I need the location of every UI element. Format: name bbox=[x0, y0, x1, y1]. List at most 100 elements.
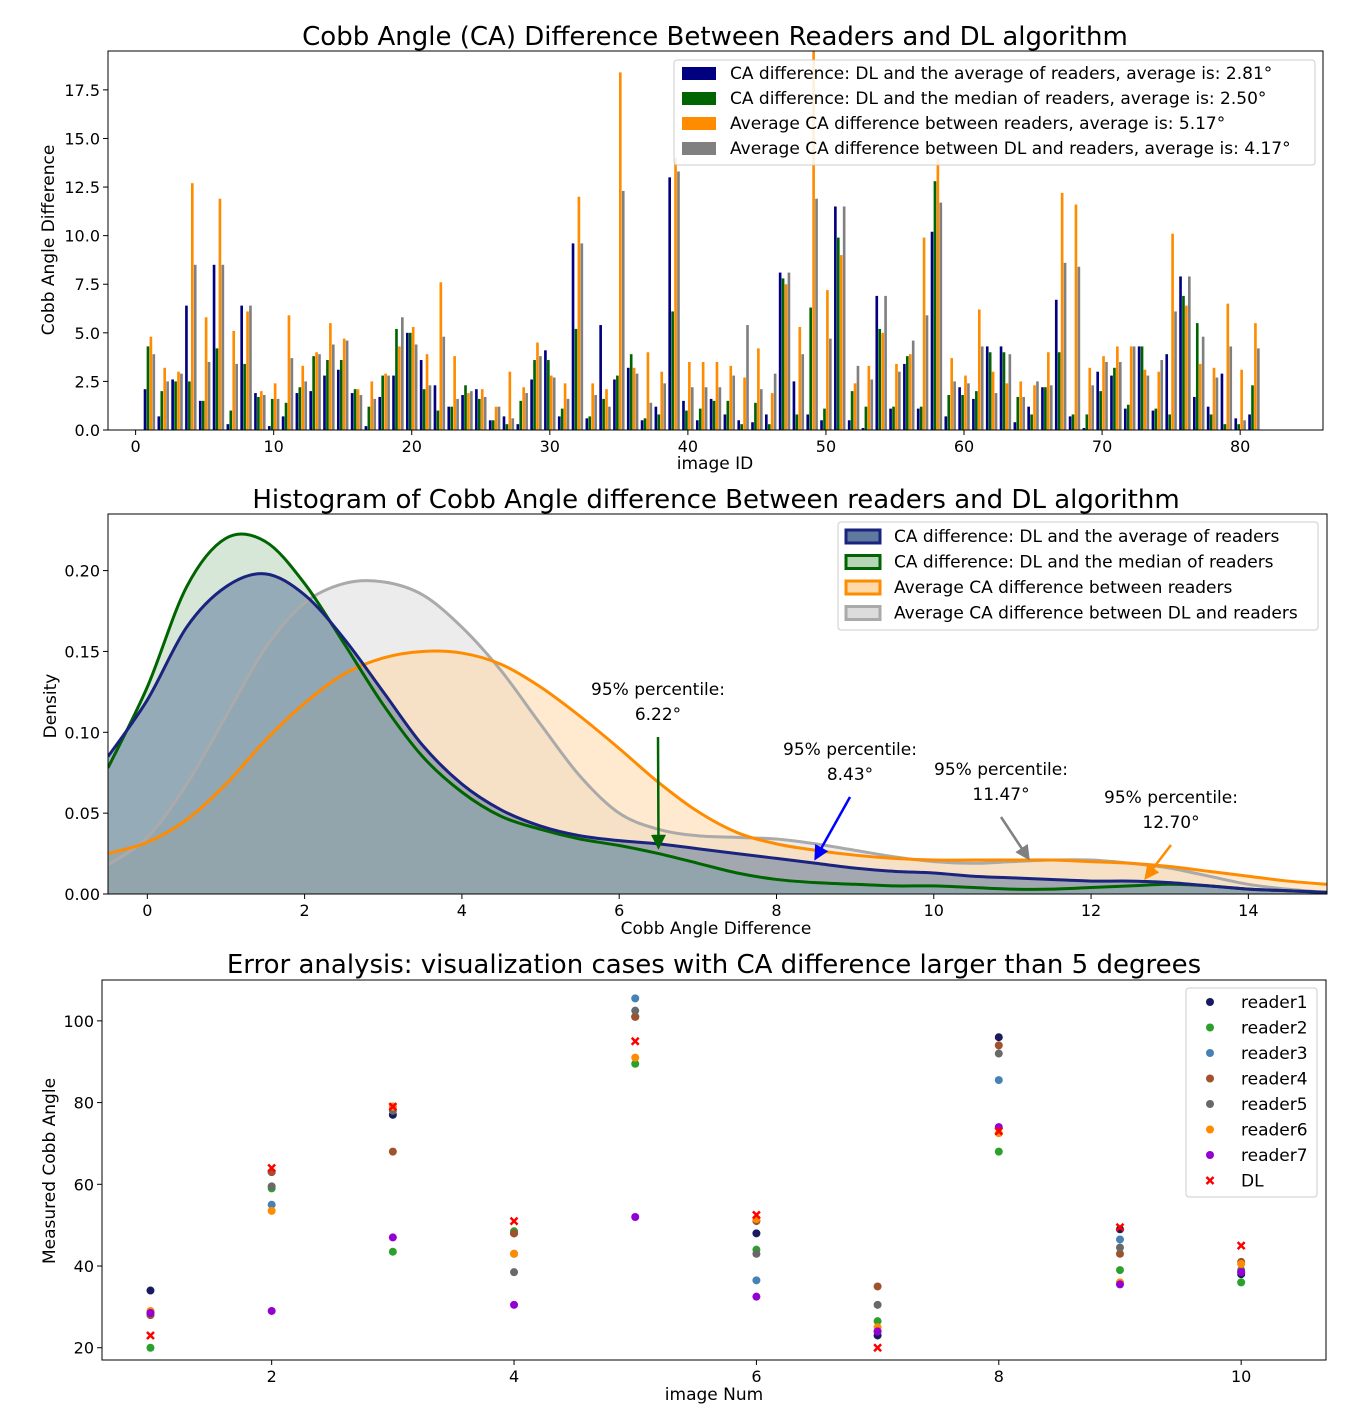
bar bbox=[1049, 385, 1053, 430]
bar bbox=[318, 354, 321, 430]
bar bbox=[605, 389, 608, 430]
legend-swatch bbox=[682, 92, 716, 105]
legend-swatch bbox=[844, 528, 882, 545]
scatter-point bbox=[631, 1059, 640, 1068]
density-chart-plot: 0 2 4 6 8 10 12 14 0.00 0.05 0.10 0.15 0.20 95% perce… bbox=[64, 513, 1328, 920]
scatter-point bbox=[267, 1206, 276, 1215]
density-line bbox=[108, 649, 1327, 886]
bar bbox=[395, 328, 398, 430]
bar bbox=[522, 387, 525, 430]
bar bbox=[1201, 336, 1205, 430]
bar bbox=[1008, 354, 1012, 430]
bar bbox=[387, 375, 390, 430]
y-tick-label: 100 bbox=[63, 1012, 94, 1031]
bar bbox=[1068, 416, 1072, 430]
bar bbox=[977, 309, 981, 430]
scatter-point bbox=[1115, 1235, 1124, 1244]
bar bbox=[967, 383, 970, 430]
bar bbox=[1206, 406, 1210, 430]
bar bbox=[1171, 233, 1174, 430]
bar bbox=[740, 424, 743, 430]
bar bbox=[270, 398, 274, 430]
bar bbox=[425, 354, 429, 430]
bar bbox=[718, 387, 722, 430]
bar bbox=[273, 383, 277, 430]
scatter-point bbox=[631, 1212, 640, 1221]
bar bbox=[1243, 420, 1246, 430]
bar bbox=[881, 332, 884, 430]
bar bbox=[715, 361, 719, 430]
bar bbox=[1248, 414, 1251, 430]
legend-label: Average CA difference between DL and rea… bbox=[894, 604, 1298, 624]
bar bbox=[1054, 299, 1058, 430]
bar bbox=[925, 315, 929, 430]
bar bbox=[1063, 262, 1067, 430]
bar bbox=[898, 371, 901, 430]
bar bbox=[884, 295, 887, 430]
bar bbox=[856, 365, 860, 430]
bar bbox=[401, 317, 404, 430]
bar bbox=[171, 379, 174, 430]
bar bbox=[525, 393, 528, 430]
bar bbox=[961, 395, 964, 430]
scatter-point bbox=[388, 1233, 397, 1242]
bar bbox=[198, 400, 202, 430]
y-tick-label: 0.05 bbox=[64, 804, 100, 823]
bar-series-group bbox=[143, 51, 1260, 430]
bar bbox=[367, 406, 371, 430]
percentile-arrow bbox=[650, 736, 666, 850]
bar bbox=[146, 346, 150, 430]
bar bbox=[585, 418, 589, 430]
bar bbox=[511, 418, 515, 430]
bar bbox=[839, 255, 843, 430]
percentile-arrow bbox=[999, 816, 1030, 861]
bar bbox=[497, 406, 501, 430]
bar bbox=[751, 422, 754, 430]
bar bbox=[180, 373, 183, 430]
bar bbox=[1085, 414, 1089, 430]
bar bbox=[290, 358, 294, 430]
percentile-annotation-value: 12.70° bbox=[1142, 813, 1199, 833]
x-tick-label: 20 bbox=[402, 437, 422, 456]
bar bbox=[660, 371, 664, 430]
bar bbox=[580, 243, 584, 430]
legend-label: reader4 bbox=[1241, 1070, 1308, 1090]
x-tick-label: 6 bbox=[614, 901, 624, 920]
bar bbox=[602, 398, 605, 430]
scatter-point bbox=[1115, 1266, 1124, 1275]
bar bbox=[746, 325, 749, 430]
bar bbox=[795, 414, 799, 430]
density-chart-panel: Histogram of Cobb Angle difference Betwe… bbox=[41, 485, 1328, 939]
bar bbox=[1057, 352, 1061, 430]
bar bbox=[364, 426, 368, 430]
y-tick-label: 0.10 bbox=[64, 723, 100, 742]
bar bbox=[1160, 360, 1164, 430]
y-tick-label: 7.5 bbox=[75, 275, 100, 294]
scatter-point bbox=[388, 1247, 397, 1256]
scatter-chart-ylabel: Measured Cobb Angle bbox=[40, 1078, 60, 1264]
bar bbox=[975, 391, 978, 430]
bar bbox=[682, 400, 685, 430]
percentile-arrow bbox=[1144, 844, 1172, 880]
bar-chart-legend: CA difference: DL and the average of rea… bbox=[673, 59, 1316, 166]
bar bbox=[964, 375, 967, 430]
bar bbox=[737, 420, 741, 430]
bar bbox=[688, 361, 691, 430]
x-tick-label: 4 bbox=[509, 1367, 519, 1386]
percentile-arrow bbox=[814, 796, 852, 861]
legend-label: Average CA difference between readers bbox=[894, 578, 1233, 598]
y-tick-label: 80 bbox=[74, 1094, 94, 1113]
bar bbox=[878, 328, 882, 430]
bar bbox=[1129, 346, 1133, 430]
bar bbox=[240, 305, 243, 430]
bar bbox=[826, 290, 829, 430]
scatter-point bbox=[1115, 1249, 1124, 1258]
bar bbox=[773, 373, 777, 430]
x-tick-label: 60 bbox=[954, 437, 974, 456]
bar bbox=[295, 393, 299, 430]
bar bbox=[1237, 424, 1241, 430]
bar bbox=[626, 367, 630, 430]
x-tick-label: 70 bbox=[1092, 437, 1112, 456]
bar bbox=[480, 389, 484, 430]
bar bbox=[254, 393, 257, 430]
